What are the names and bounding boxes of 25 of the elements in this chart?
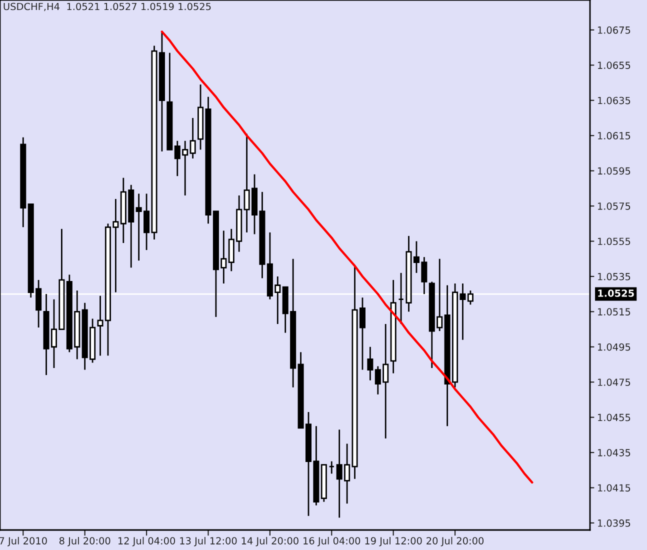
chart-title: USDCHF,H4 1.0521 1.0527 1.0519 1.0525 bbox=[4, 2, 211, 12]
x-tick-label: 8 Jul 20:00 bbox=[59, 536, 110, 546]
x-tick-label: 14 Jul 20:00 bbox=[242, 536, 298, 546]
x-tick-label: 12 Jul 04:00 bbox=[118, 536, 176, 546]
x-tick-label: 20 Jul 20:00 bbox=[426, 536, 484, 546]
y-tick-label: 1.0615 bbox=[598, 132, 630, 140]
y-tick-label: 1.0675 bbox=[598, 26, 630, 34]
y-tick-label: 1.0475 bbox=[598, 378, 630, 386]
y-tick-label: 1.0535 bbox=[598, 272, 630, 280]
y-tick-label: 1.0635 bbox=[598, 96, 630, 104]
x-tick-label: 16 Jul 04:00 bbox=[304, 536, 360, 546]
y-tick-label: 1.0435 bbox=[598, 449, 630, 456]
y-tick-label: 1.0655 bbox=[598, 62, 630, 69]
x-tick-label: 19 Jul 12:00 bbox=[365, 536, 422, 546]
y-tick-label: 1.0515 bbox=[598, 308, 630, 316]
x-tick-label: 13 Jul 12:00 bbox=[180, 536, 237, 546]
y-tick-label: 1.0575 bbox=[598, 202, 630, 210]
y-tick-label: 1.0415 bbox=[598, 484, 630, 492]
y-tick-label: 1.0495 bbox=[598, 343, 630, 351]
x-tick-label: 7 Jul 2010 bbox=[0, 536, 47, 546]
y-tick-label: 1.0395 bbox=[598, 519, 630, 527]
y-tick-label: 1.0595 bbox=[598, 167, 630, 175]
y-tick-label: 1.0455 bbox=[598, 414, 630, 422]
ref-line-label: 1.0525 bbox=[598, 290, 634, 297]
y-tick-label: 1.0555 bbox=[598, 238, 630, 246]
